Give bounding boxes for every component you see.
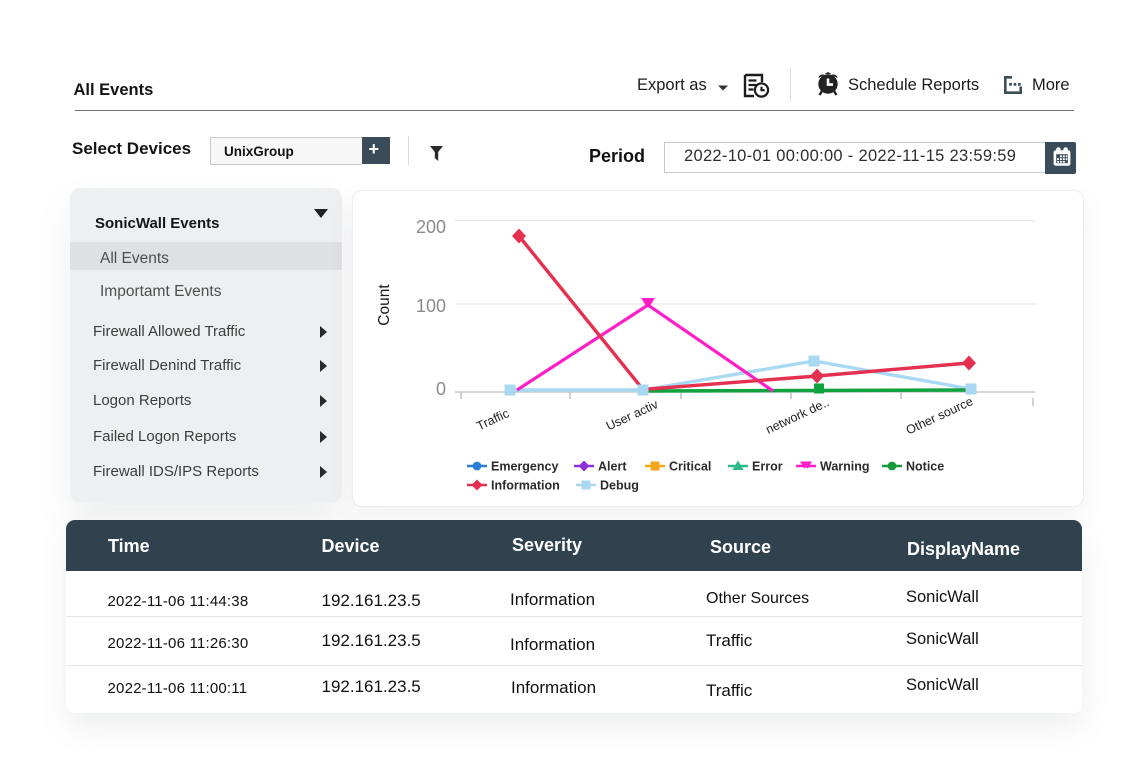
svg-text:Notice: Notice: [906, 460, 944, 474]
svg-text:Emergency: Emergency: [491, 460, 558, 474]
svg-text:User activ: User activ: [604, 397, 661, 433]
svg-text:Debug: Debug: [600, 479, 639, 493]
svg-text:0: 0: [436, 379, 446, 399]
svg-text:Count: Count: [376, 284, 393, 326]
svg-text:Critical: Critical: [669, 460, 711, 474]
svg-text:100: 100: [416, 296, 446, 316]
svg-text:Error: Error: [752, 460, 783, 474]
svg-text:Warning: Warning: [820, 460, 870, 474]
svg-text:Information: Information: [491, 479, 560, 493]
svg-text:Other source: Other source: [904, 394, 975, 437]
svg-text:Traffic: Traffic: [474, 406, 511, 433]
svg-text:Alert: Alert: [598, 460, 627, 474]
svg-text:network de..: network de..: [764, 395, 832, 436]
svg-text:200: 200: [416, 217, 446, 237]
